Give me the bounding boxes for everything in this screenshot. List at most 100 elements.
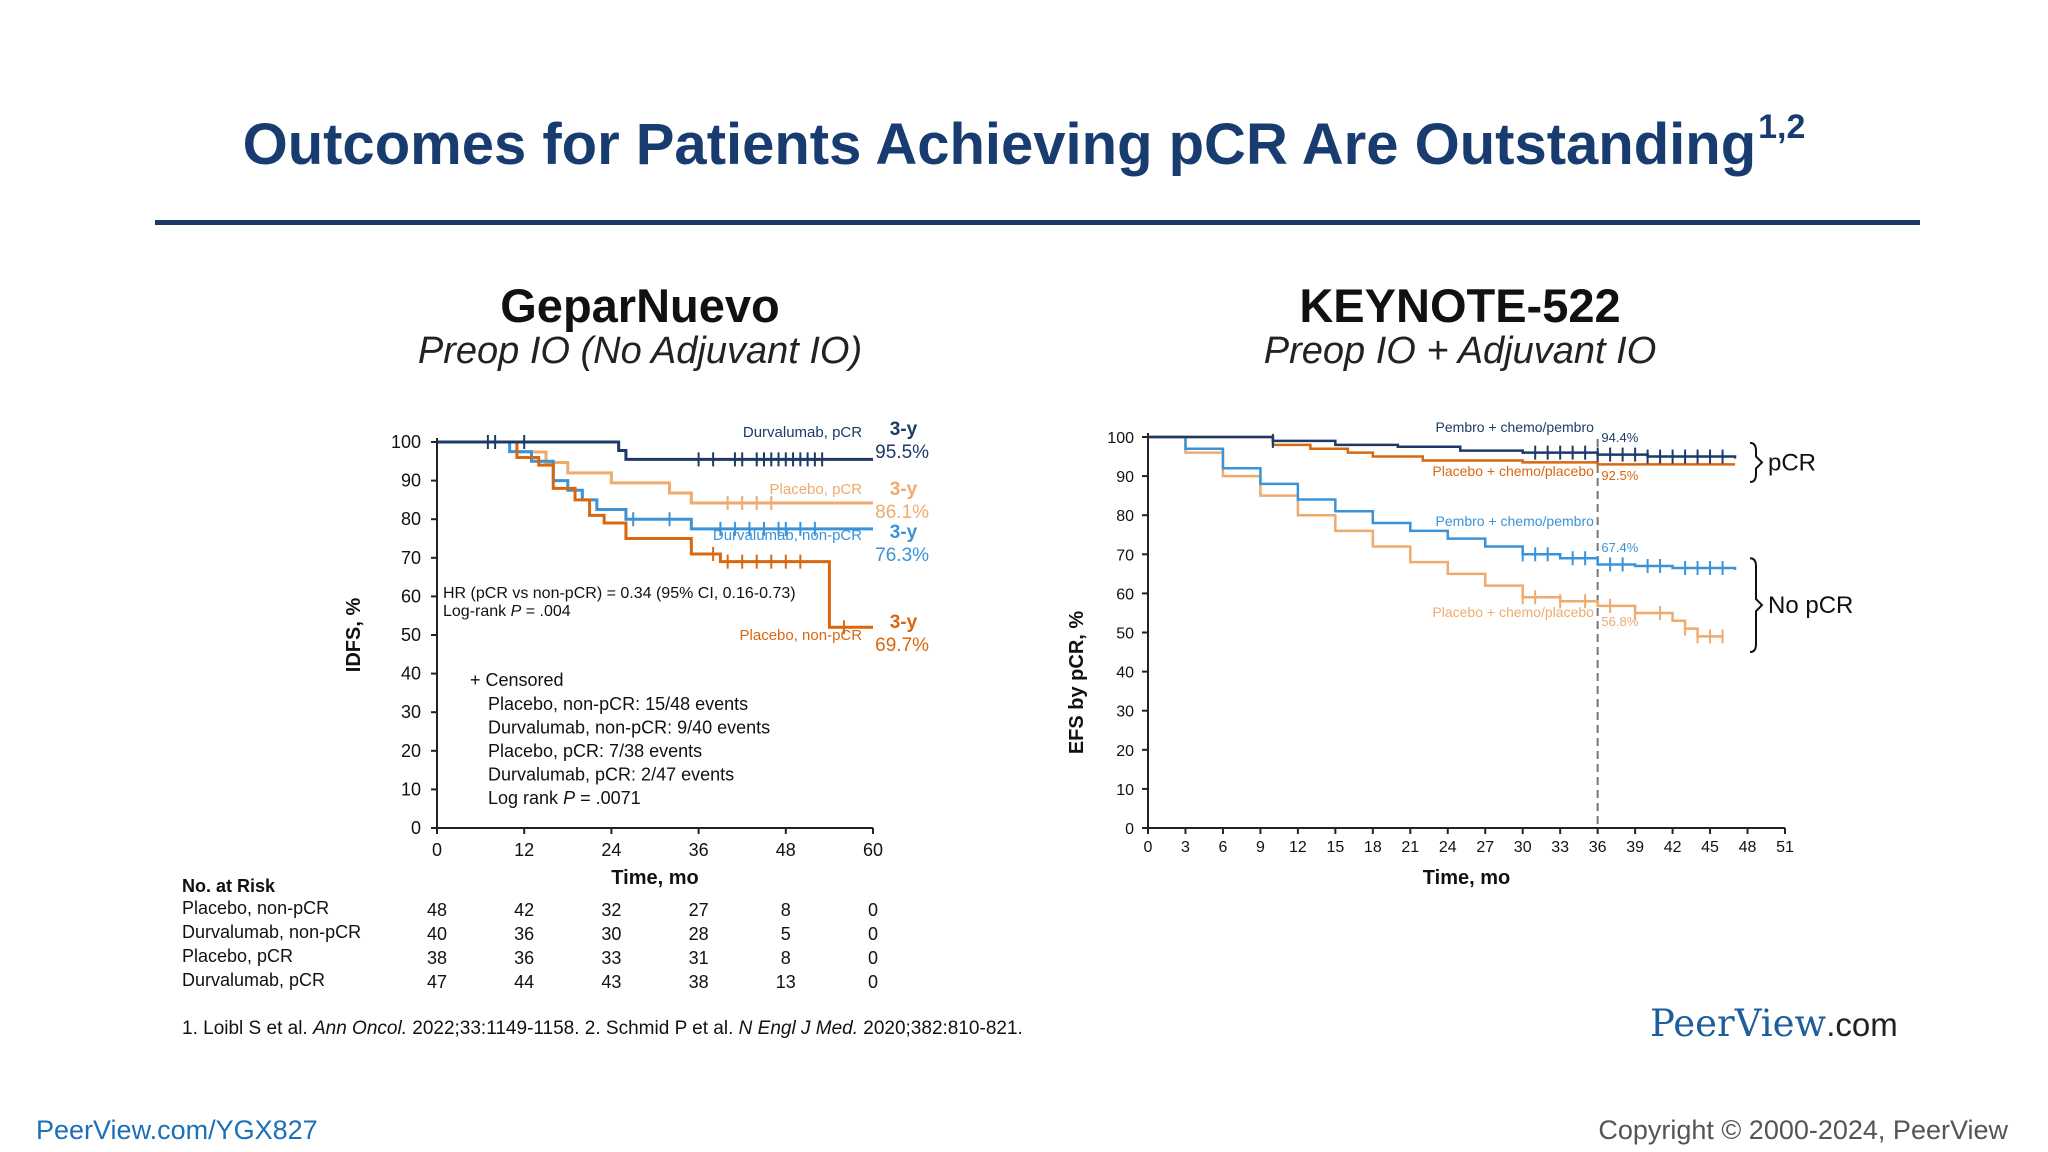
- risk-table-cell: 44: [514, 972, 534, 992]
- keynote-y-axis-label: EFS by pCR, %: [1066, 611, 1088, 755]
- footer-link[interactable]: PeerView.com/YGX827: [36, 1115, 318, 1145]
- gepar-events-line: Placebo, non-pCR: 15/48 events: [488, 694, 748, 714]
- gepar-logrank2-p: P: [563, 788, 575, 808]
- keynote-x-tick-label: 18: [1364, 839, 1382, 856]
- keynote-series-line: [1148, 435, 1723, 638]
- gepar-x-tick-label: 48: [776, 840, 796, 860]
- keynote-x-tick-label: 51: [1776, 839, 1794, 856]
- keynote-y-tick-label: 70: [1116, 547, 1134, 564]
- keynote-x-tick-label: 45: [1701, 839, 1719, 856]
- gepar-hr-text: HR (pCR vs non-pCR) = 0.34 (95% CI, 0.16…: [443, 585, 796, 602]
- risk-table-cell: 27: [689, 900, 709, 920]
- slide-title-text: Outcomes for Patients Achieving pCR Are …: [242, 112, 1757, 177]
- title-divider: [155, 220, 1920, 225]
- keynote-series-name: Pembro + chemo/pembro: [1436, 513, 1595, 529]
- keynote-x-tick-label: 9: [1256, 839, 1265, 856]
- title-superscript: 1,2: [1758, 108, 1806, 146]
- keynote-y-tick-label: 20: [1116, 743, 1134, 760]
- keynote-x-tick-label: 0: [1144, 839, 1153, 856]
- gepar-y-tick-label: 0: [411, 818, 421, 838]
- keynote-series-name: Pembro + chemo/pembro: [1436, 419, 1595, 435]
- keynote-series-name: Placebo + chemo/placebo: [1432, 604, 1594, 620]
- keynote-series-name: Placebo + chemo/placebo: [1432, 463, 1594, 479]
- keynote-y-tick-label: 10: [1116, 782, 1134, 799]
- risk-table-cell: 5: [781, 924, 791, 944]
- gepar-censored-legend: + Censored: [470, 670, 564, 690]
- keynote-x-tick-label: 48: [1739, 839, 1757, 856]
- gepar-series-line: [437, 440, 873, 461]
- gepar-end-label: 3-y: [890, 419, 918, 440]
- keynote-value-36: 94.4%: [1601, 430, 1638, 445]
- keynote-y-tick-label: 80: [1116, 508, 1134, 525]
- keynote-group-pcr-label: pCR: [1768, 449, 1816, 476]
- risk-table-row-label: Durvalumab, pCR: [182, 970, 325, 990]
- keynote-y-tick-label: 90: [1116, 469, 1134, 486]
- keynote-value-36: 56.8%: [1601, 614, 1638, 629]
- gepar-y-tick-label: 100: [391, 432, 421, 452]
- keynote-value-36: 92.5%: [1601, 468, 1638, 483]
- gepar-logrank-p: P: [511, 603, 522, 620]
- risk-table-cell: 33: [601, 948, 621, 968]
- keynote-y-tick-label: 60: [1116, 586, 1134, 603]
- keynote-title: KEYNOTE-522: [1299, 279, 1621, 332]
- risk-table-cell: 43: [601, 972, 621, 992]
- gepar-end-value: 69.7%: [875, 635, 929, 656]
- gepar-logrank2-label: Log rank: [488, 788, 563, 808]
- risk-table-cell: 48: [427, 900, 447, 920]
- risk-table-title: No. at Risk: [182, 876, 276, 896]
- keynote-y-tick-label: 0: [1125, 821, 1134, 838]
- risk-table-cell: 42: [514, 900, 534, 920]
- gepar-y-tick-label: 40: [401, 664, 421, 684]
- gepar-series-name: Placebo, pCR: [770, 481, 863, 498]
- risk-table-cell: 31: [689, 948, 709, 968]
- keynote-value-36: 67.4%: [1601, 540, 1638, 555]
- keynote-x-tick-label: 39: [1626, 839, 1644, 856]
- keynote-series-line: [1148, 435, 1737, 570]
- reference-part-2: 2022;33:1149-1158. 2. Schmid P et al.: [406, 1018, 739, 1039]
- risk-table-cell: 8: [781, 948, 791, 968]
- risk-table-cell: 0: [868, 900, 878, 920]
- geparnuevo-title: GeparNuevo: [500, 279, 780, 332]
- geparnuevo-subtitle: Preop IO (No Adjuvant IO): [417, 330, 863, 372]
- risk-table-cell: 0: [868, 924, 878, 944]
- keynote-x-tick-label: 24: [1439, 839, 1457, 856]
- gepar-logrank2-value: = .0071: [575, 788, 641, 808]
- gepar-y-tick-label: 90: [401, 471, 421, 491]
- risk-table-cell: 38: [427, 948, 447, 968]
- risk-table-row-label: Durvalumab, non-pCR: [182, 922, 361, 942]
- gepar-series-line: [437, 440, 873, 531]
- keynote-x-tick-label: 30: [1514, 839, 1532, 856]
- risk-table-cell: 30: [601, 924, 621, 944]
- gepar-y-tick-label: 80: [401, 509, 421, 529]
- keynote-x-tick-label: 6: [1218, 839, 1227, 856]
- gepar-end-value: 76.3%: [875, 545, 929, 566]
- gepar-x-tick-label: 36: [689, 840, 709, 860]
- gepar-events-line: Durvalumab, pCR: 2/47 events: [488, 765, 734, 785]
- gepar-series-name: Durvalumab, non-pCR: [713, 527, 862, 544]
- slide-title: Outcomes for Patients Achieving pCR Are …: [0, 108, 2048, 178]
- keynote-x-tick-label: 3: [1181, 839, 1190, 856]
- reference-journal-2: N Engl J Med.: [738, 1018, 858, 1039]
- risk-table-cell: 13: [776, 972, 796, 992]
- gepar-x-tick-label: 60: [863, 840, 883, 860]
- gepar-y-tick-label: 70: [401, 548, 421, 568]
- copyright-text: Copyright © 2000-2024, PeerView: [1598, 1115, 2008, 1145]
- gepar-y-tick-label: 30: [401, 702, 421, 722]
- keynote-x-tick-label: 33: [1551, 839, 1569, 856]
- gepar-y-tick-label: 10: [401, 779, 421, 799]
- gepar-x-axis-label: Time, mo: [611, 867, 698, 889]
- gepar-events-line: Durvalumab, non-pCR: 9/40 events: [488, 718, 770, 738]
- risk-table-cell: 32: [601, 900, 621, 920]
- risk-table-cell: 0: [868, 972, 878, 992]
- gepar-end-label: 3-y: [890, 522, 918, 543]
- logo-suffix: .com: [1826, 1006, 1898, 1043]
- keynote-x-axis-label: Time, mo: [1423, 867, 1510, 889]
- keynote-group-no-pcr-bracket: [1749, 557, 1764, 654]
- gepar-events-line: Placebo, pCR: 7/38 events: [488, 741, 702, 761]
- keynote-y-tick-label: 100: [1107, 430, 1134, 447]
- gepar-series-line: [437, 440, 873, 629]
- gepar-logrank2-text: Log rank P = .0071: [488, 788, 641, 808]
- reference-part-1: 1. Loibl S et al.: [182, 1018, 313, 1039]
- keynote-x-tick-label: 12: [1289, 839, 1307, 856]
